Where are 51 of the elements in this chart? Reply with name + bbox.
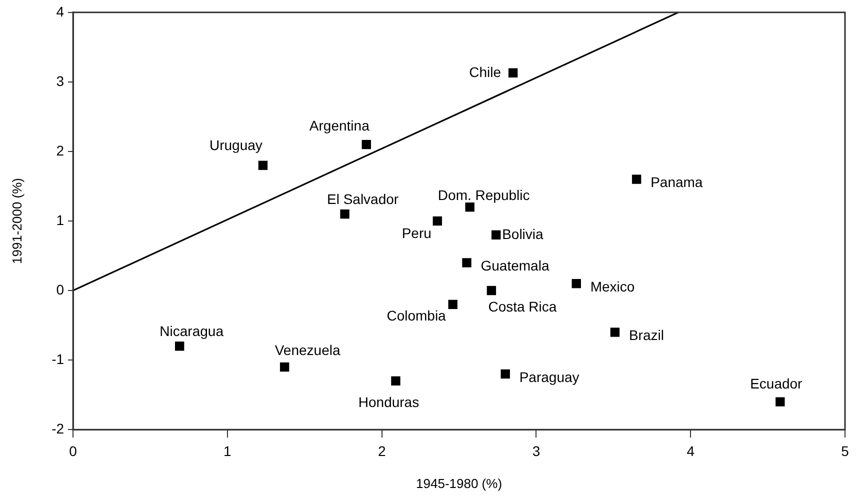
x-tick-label: 2	[378, 442, 386, 459]
y-axis-title: 1991-2000 (%)	[9, 178, 24, 264]
series-label: Venezuela	[274, 342, 340, 358]
y-tick-label: 0	[56, 281, 64, 298]
series-label: Chile	[469, 64, 502, 80]
series-label: Paraguay	[519, 368, 580, 385]
y-tick-label: 1	[56, 212, 64, 228]
y-tick-label: 3	[56, 72, 64, 89]
x-tick-label: 1	[224, 442, 232, 459]
point	[632, 174, 642, 184]
point	[258, 160, 268, 170]
y-tick-label: -2	[52, 420, 64, 436]
point	[391, 376, 400, 386]
point	[491, 230, 501, 240]
point	[500, 369, 510, 379]
series-label: Dom. Republic	[438, 186, 530, 203]
series-label: Ecuador	[750, 376, 803, 392]
point	[448, 300, 458, 310]
series-label: Colombia	[386, 307, 446, 324]
x-axis-title: 1945-1980 (%)	[416, 476, 502, 491]
point	[610, 328, 620, 337]
series-label: Panama	[650, 174, 703, 190]
series-label: Brazil	[628, 327, 664, 344]
x-tick-label: 4	[686, 442, 695, 459]
series-label: Honduras	[358, 394, 420, 410]
point	[776, 397, 785, 406]
point	[174, 342, 184, 351]
series-label: El Salvador	[326, 190, 399, 207]
y-tick-label: 4	[56, 3, 64, 20]
series-label: Argentina	[309, 117, 370, 134]
series-label: Peru	[402, 224, 432, 241]
y-tick-label: 2	[56, 142, 64, 158]
point	[508, 68, 518, 78]
point	[362, 140, 371, 150]
series-label: Uruguay	[209, 137, 262, 154]
x-tick-label: 0	[69, 442, 78, 459]
point	[465, 202, 474, 212]
y-tick-label: -1	[52, 350, 64, 367]
point	[572, 278, 581, 288]
point	[462, 258, 472, 268]
series-label: Costa Rica	[488, 298, 557, 314]
x-tick-label: 5	[841, 442, 850, 459]
point	[486, 286, 496, 296]
series-label: Guatemala	[480, 258, 550, 274]
x-tick-label: 3	[532, 442, 540, 459]
point	[432, 216, 442, 226]
series-label: Nicaragua	[160, 323, 224, 340]
series-label: Mexico	[590, 278, 635, 294]
point	[340, 209, 350, 219]
series-label: Bolivia	[502, 226, 544, 242]
point	[280, 362, 290, 372]
